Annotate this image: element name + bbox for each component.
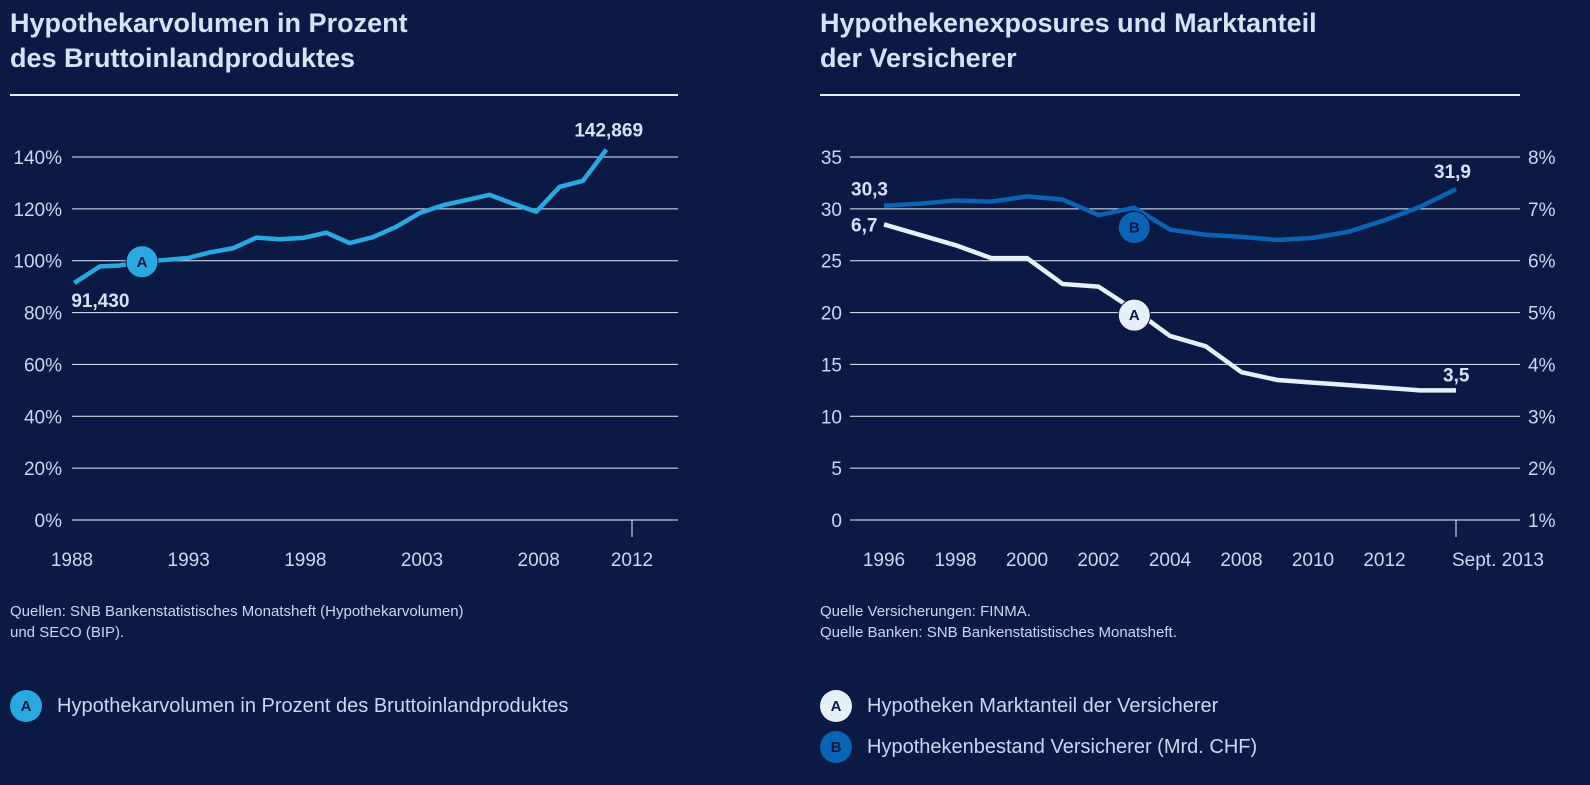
y-right-tick-label: 7% bbox=[1528, 200, 1556, 221]
y-tick-label: 100% bbox=[13, 252, 62, 273]
left-source-line1: Quellen: SNB Bankenstatistisches Monatsh… bbox=[10, 603, 464, 620]
left-title-line2: des Bruttoinlandproduktes bbox=[10, 43, 356, 73]
y-tick-label: 60% bbox=[24, 355, 62, 376]
x-tick-label: 1988 bbox=[51, 550, 93, 571]
legend-label: Hypothekarvolumen in Prozent des Bruttoi… bbox=[57, 694, 569, 717]
y-left-tick-label: 25 bbox=[821, 252, 842, 273]
left-chart-panel: Hypothekarvolumen in Prozent des Bruttoi… bbox=[10, 6, 678, 722]
legend-label: Hypotheken Marktanteil der Versicherer bbox=[867, 694, 1219, 717]
y-left-tick-label: 20 bbox=[821, 304, 842, 325]
y-tick-label: 40% bbox=[24, 407, 62, 428]
series-line-marktanteil bbox=[883, 222, 1456, 393]
x-tick-label: 2004 bbox=[1149, 550, 1192, 571]
x-tick-label: 2008 bbox=[1220, 550, 1262, 571]
right-source-line1: Quelle Versicherungen: FINMA. bbox=[820, 603, 1031, 620]
y-right-tick-label: 6% bbox=[1528, 252, 1556, 273]
y-right-tick-label: 5% bbox=[1528, 304, 1556, 325]
right-source-line2: Quelle Banken: SNB Bankenstatistisches M… bbox=[820, 624, 1177, 641]
left-legend-item-a: A Hypothekarvolumen in Prozent des Brutt… bbox=[10, 690, 568, 722]
left-title-rule bbox=[10, 94, 678, 96]
left-source-line2: und SECO (BIP). bbox=[10, 624, 125, 641]
legend-badge-a: A bbox=[10, 690, 42, 722]
right-chart-title: Hypothekenexposures und Marktanteil der … bbox=[820, 6, 1317, 76]
series-b-marker-circle bbox=[1117, 211, 1151, 245]
y-left-tick-label: 0 bbox=[831, 511, 842, 532]
x-tick-label: 1998 bbox=[934, 550, 976, 571]
legend-label: Hypothekenbestand Versicherer (Mrd. CHF) bbox=[867, 735, 1258, 758]
right-title-line2: der Versicherer bbox=[820, 43, 1017, 73]
x-tick-label: 2002 bbox=[1077, 550, 1119, 571]
y-right-tick-label: 8% bbox=[1528, 148, 1556, 169]
data-label-end: 142,869 bbox=[574, 121, 643, 142]
y-left-tick-label: 35 bbox=[821, 148, 842, 169]
y-left-tick-label: 15 bbox=[821, 355, 842, 376]
y-right-tick-label: 1% bbox=[1528, 511, 1556, 532]
x-tick-label: 2008 bbox=[518, 550, 560, 571]
series-line-hypothekarvolumen bbox=[73, 148, 609, 285]
y-tick-label: 0% bbox=[35, 511, 63, 532]
series-a-marker-circle bbox=[1117, 298, 1151, 332]
y-left-tick-label: 30 bbox=[821, 200, 842, 221]
right-line-chart: 0 5 10 15 20 25 30 35 1% 2% 3% 4% 5% 6% 7% 8% 1996 1998 20… bbox=[821, 148, 1556, 571]
data-label-start: 91,430 bbox=[71, 291, 129, 312]
y-left-tick-label: 5 bbox=[831, 459, 842, 480]
series-line-hypothekenbestand bbox=[883, 187, 1457, 243]
series-a-marker-letter: A bbox=[137, 254, 148, 271]
legend-badge-a: A bbox=[820, 690, 852, 722]
data-label-a-start: 6,7 bbox=[851, 215, 877, 236]
right-legend-item-b: B Hypothekenbestand Versicherer (Mrd. CH… bbox=[820, 731, 1257, 763]
x-tick-label: 1996 bbox=[863, 550, 905, 571]
right-title-line1: Hypothekenexposures und Marktanteil bbox=[820, 8, 1317, 38]
x-tick-label: 1993 bbox=[168, 550, 210, 571]
y-right-tick-label: 3% bbox=[1528, 407, 1556, 428]
series-b-marker-letter: B bbox=[1129, 220, 1140, 237]
series-a-marker-circle bbox=[125, 245, 159, 279]
y-right-tick-label: 2% bbox=[1528, 459, 1556, 480]
x-tick-label: 2012 bbox=[1363, 550, 1405, 571]
y-left-tick-label: 10 bbox=[821, 407, 842, 428]
left-title-line1: Hypothekarvolumen in Prozent bbox=[10, 8, 408, 38]
right-title-rule bbox=[820, 94, 1520, 96]
left-source-note: Quellen: SNB Bankenstatistisches Monatsh… bbox=[10, 601, 464, 643]
y-tick-label: 20% bbox=[24, 459, 62, 480]
left-line-chart: 0% 20% 40% 60% 80% 100% 120% 140% 1988 1993 1998 20… bbox=[13, 121, 678, 571]
legend-badge-b: B bbox=[820, 731, 852, 763]
x-tick-label: 2000 bbox=[1006, 550, 1048, 571]
data-label-b-start: 30,3 bbox=[851, 180, 888, 201]
x-tick-label: 2010 bbox=[1292, 550, 1334, 571]
y-tick-label: 80% bbox=[24, 304, 62, 325]
right-legend-item-a: A Hypotheken Marktanteil der Versicherer bbox=[820, 690, 1218, 722]
y-right-tick-label: 4% bbox=[1528, 355, 1556, 376]
left-chart-title: Hypothekarvolumen in Prozent des Bruttoi… bbox=[10, 6, 408, 76]
right-source-note: Quelle Versicherungen: FINMA. Quelle Ban… bbox=[820, 601, 1177, 643]
y-tick-label: 140% bbox=[13, 148, 62, 169]
series-a-marker-letter: A bbox=[1129, 307, 1140, 324]
y-tick-label: 120% bbox=[13, 200, 62, 221]
data-label-b-end: 31,9 bbox=[1434, 162, 1471, 183]
x-tick-label: 2003 bbox=[401, 550, 443, 571]
x-tick-label: 2012 bbox=[611, 550, 653, 571]
x-tick-label: 1998 bbox=[284, 550, 326, 571]
data-label-a-end: 3,5 bbox=[1443, 365, 1470, 386]
x-tick-label: Sept. 2013 bbox=[1452, 550, 1544, 571]
right-chart-panel: Hypothekenexposures und Marktanteil der … bbox=[820, 0, 1590, 785]
